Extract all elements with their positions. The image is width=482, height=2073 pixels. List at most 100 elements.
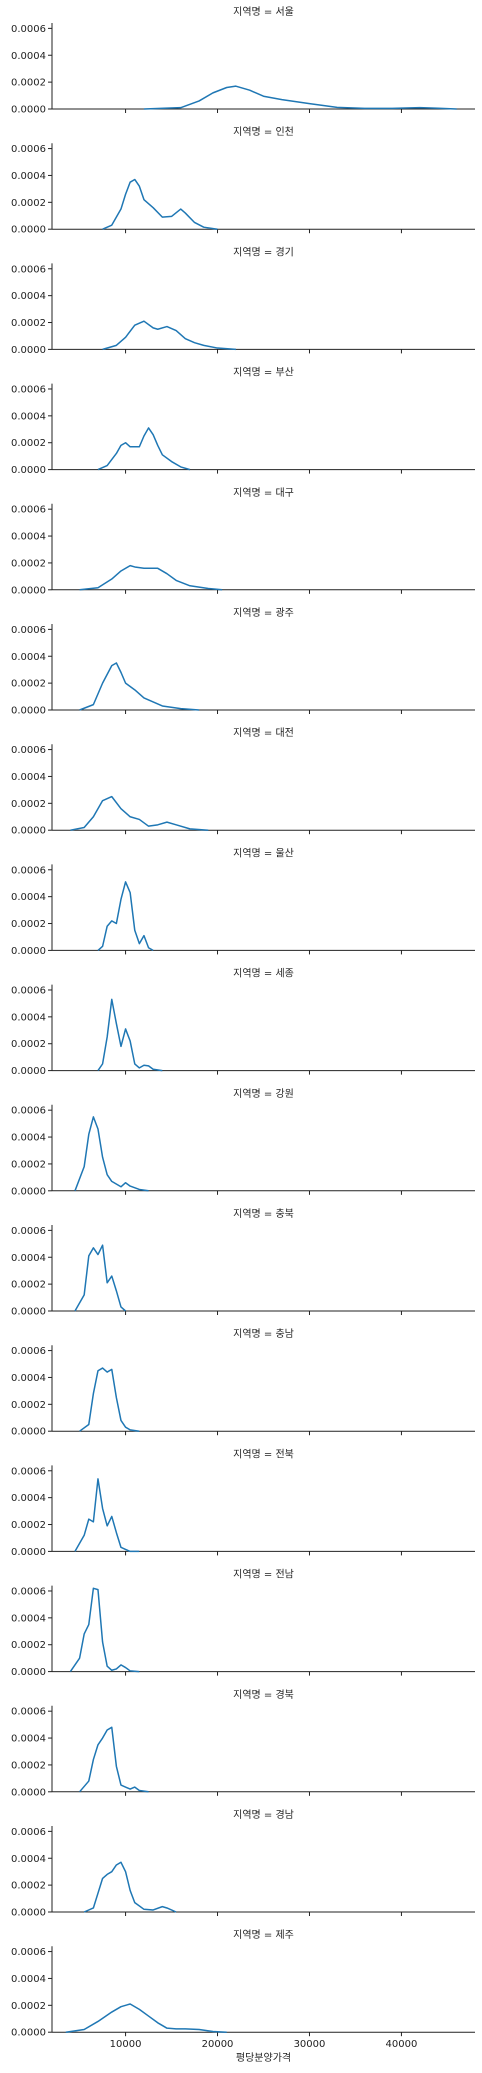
density-line bbox=[97, 881, 154, 952]
y-tick-label: 0.0004 bbox=[11, 411, 46, 422]
x-tick-label: 40000 bbox=[386, 2039, 418, 2050]
y-tick-label: 0.0004 bbox=[11, 1253, 46, 1264]
y-tick-label: 0.0006 bbox=[11, 1466, 46, 1477]
panel-title: 지역명 = 세종 bbox=[233, 968, 294, 980]
y-tick-label: 0.0004 bbox=[11, 291, 46, 302]
y-tick-label: 0.0004 bbox=[11, 1613, 46, 1624]
y-tick-label: 0.0000 bbox=[11, 1787, 46, 1798]
y-tick-label: 0.0000 bbox=[11, 1667, 46, 1678]
panel-title: 지역명 = 경기 bbox=[233, 245, 294, 258]
panel-title: 지역명 = 전북 bbox=[233, 1448, 294, 1460]
density-line bbox=[79, 662, 200, 711]
y-tick-label: 0.0000 bbox=[11, 706, 46, 717]
x-tick-label: 20000 bbox=[202, 2039, 234, 2050]
y-tick-label: 0.0002 bbox=[11, 438, 46, 449]
density-line bbox=[102, 320, 236, 351]
y-tick-label: 0.0004 bbox=[11, 1974, 46, 1985]
density-line bbox=[83, 1861, 177, 1913]
y-tick-label: 0.0006 bbox=[11, 264, 46, 275]
y-tick-label: 0.0000 bbox=[11, 2028, 46, 2039]
y-tick-label: 0.0002 bbox=[11, 1280, 46, 1291]
y-tick-label: 0.0006 bbox=[11, 24, 46, 35]
y-tick-label: 0.0006 bbox=[11, 1346, 46, 1357]
y-tick-label: 0.0004 bbox=[11, 171, 46, 182]
density-line bbox=[70, 795, 209, 831]
y-tick-label: 0.0006 bbox=[11, 865, 46, 876]
y-tick-label: 0.0000 bbox=[11, 105, 46, 116]
density-line bbox=[65, 2003, 227, 2033]
y-tick-label: 0.0000 bbox=[11, 345, 46, 356]
density-line bbox=[74, 1478, 140, 1553]
y-tick-label: 0.0002 bbox=[11, 1760, 46, 1771]
y-tick-label: 0.0000 bbox=[11, 1908, 46, 1919]
panel-title: 지역명 = 강원 bbox=[233, 1088, 294, 1100]
y-tick-label: 0.0000 bbox=[11, 465, 46, 476]
density-line bbox=[74, 1244, 127, 1312]
y-tick-label: 0.0006 bbox=[11, 625, 46, 636]
panel-title: 지역명 = 광주 bbox=[233, 607, 294, 619]
density-line bbox=[74, 1116, 149, 1192]
x-axis-label: 평당분양가격 bbox=[236, 2051, 291, 2064]
panel-title: 지역명 = 전남 bbox=[233, 1569, 294, 1581]
panel-title: 지역명 = 인천 bbox=[233, 126, 294, 138]
y-tick-label: 0.0002 bbox=[11, 799, 46, 810]
y-tick-label: 0.0000 bbox=[11, 585, 46, 596]
panel-title: 지역명 = 충북 bbox=[233, 1208, 294, 1220]
panel-title: 지역명 = 부산 bbox=[233, 367, 294, 379]
y-tick-label: 0.0006 bbox=[11, 1827, 46, 1838]
y-tick-label: 0.0004 bbox=[11, 1373, 46, 1384]
y-tick-label: 0.0002 bbox=[11, 318, 46, 329]
y-tick-label: 0.0006 bbox=[11, 144, 46, 155]
panel-title: 지역명 = 충남 bbox=[233, 1328, 294, 1340]
x-tick-label: 30000 bbox=[294, 2039, 326, 2050]
y-tick-label: 0.0004 bbox=[11, 1012, 46, 1023]
density-line bbox=[79, 1726, 149, 1793]
panel-title: 지역명 = 대전 bbox=[233, 727, 294, 739]
y-tick-label: 0.0000 bbox=[11, 225, 46, 236]
y-tick-label: 0.0004 bbox=[11, 772, 46, 783]
y-tick-label: 0.0000 bbox=[11, 1547, 46, 1558]
density-line bbox=[143, 85, 457, 110]
panel-title: 지역명 = 서울 bbox=[233, 6, 294, 18]
y-tick-label: 0.0006 bbox=[11, 985, 46, 996]
y-tick-label: 0.0004 bbox=[11, 1854, 46, 1865]
y-tick-label: 0.0002 bbox=[11, 198, 46, 209]
y-tick-label: 0.0006 bbox=[11, 1947, 46, 1958]
y-tick-label: 0.0006 bbox=[11, 1226, 46, 1237]
y-tick-label: 0.0006 bbox=[11, 1106, 46, 1117]
y-tick-label: 0.0000 bbox=[11, 826, 46, 837]
y-tick-label: 0.0004 bbox=[11, 892, 46, 903]
y-tick-label: 0.0002 bbox=[11, 919, 46, 930]
y-tick-label: 0.0002 bbox=[11, 679, 46, 690]
panel-title: 지역명 = 경북 bbox=[233, 1688, 294, 1701]
y-tick-label: 0.0002 bbox=[11, 78, 46, 89]
y-tick-label: 0.0000 bbox=[11, 1307, 46, 1318]
y-tick-label: 0.0006 bbox=[11, 1707, 46, 1718]
density-line bbox=[79, 1367, 140, 1432]
y-tick-label: 0.0006 bbox=[11, 1586, 46, 1597]
y-tick-label: 0.0000 bbox=[11, 946, 46, 957]
y-tick-label: 0.0002 bbox=[11, 1520, 46, 1531]
y-tick-label: 0.0002 bbox=[11, 1159, 46, 1170]
y-tick-label: 0.0002 bbox=[11, 1400, 46, 1411]
panel-title: 지역명 = 대구 bbox=[233, 487, 294, 499]
panel-title: 지역명 = 제주 bbox=[233, 1929, 294, 1941]
density-line bbox=[79, 564, 223, 591]
panel-title: 지역명 = 울산 bbox=[233, 847, 294, 859]
y-tick-label: 0.0002 bbox=[11, 558, 46, 569]
y-tick-label: 0.0004 bbox=[11, 1133, 46, 1144]
density-line bbox=[97, 427, 191, 471]
y-tick-label: 0.0004 bbox=[11, 1734, 46, 1745]
y-tick-label: 0.0004 bbox=[11, 1493, 46, 1504]
y-tick-label: 0.0006 bbox=[11, 745, 46, 756]
density-line bbox=[102, 178, 218, 230]
y-tick-label: 0.0006 bbox=[11, 505, 46, 516]
y-tick-label: 0.0006 bbox=[11, 384, 46, 395]
y-tick-label: 0.0002 bbox=[11, 2001, 46, 2012]
y-tick-label: 0.0002 bbox=[11, 1881, 46, 1892]
y-tick-label: 0.0004 bbox=[11, 532, 46, 543]
y-tick-label: 0.0002 bbox=[11, 1640, 46, 1651]
y-tick-label: 0.0002 bbox=[11, 1039, 46, 1050]
